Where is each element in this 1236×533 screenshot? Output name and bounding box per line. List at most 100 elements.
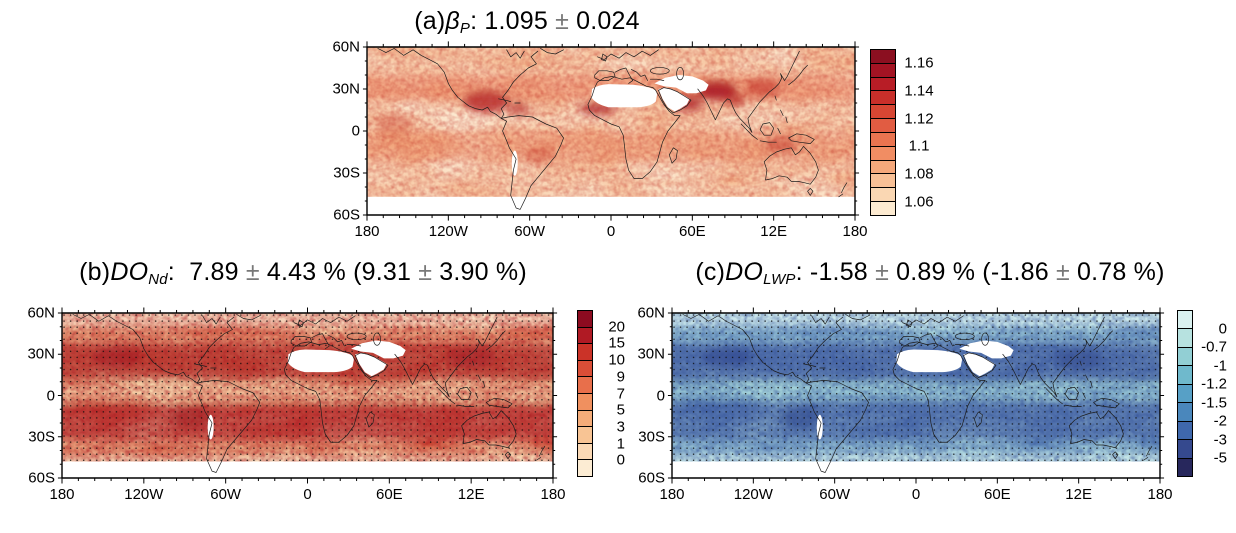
- lon-tick-label: 180: [659, 486, 685, 503]
- title-segment: 0.78 %): [1069, 258, 1165, 286]
- colorbar-segment: [871, 118, 895, 132]
- title-segment: : 7.89: [167, 258, 246, 286]
- colorbar-segment: [871, 201, 895, 215]
- colorbar-segment: [578, 409, 592, 427]
- panel-title: (c)DOLWP: -1.58 ± 0.89 % (-1.86 ± 0.78 %…: [695, 258, 1164, 288]
- lat-tick-label: 30S: [638, 428, 665, 446]
- colorbar-segment: [871, 62, 895, 77]
- lat-labels: 60N 30N 0 30S 60S: [610, 306, 665, 486]
- colorbar-labels: 0 -0.7 -1 -1.2 -1.5 -2 -3 -5: [1197, 310, 1227, 477]
- colorbar-segment: [871, 145, 895, 160]
- title-segment: Nd: [148, 271, 168, 288]
- lon-labels: 180 120W 60W 0 60E 12E 180: [49, 486, 565, 503]
- colorbar-labels: 20 15 10 9 7 5 3 1 0: [597, 310, 625, 477]
- colorbar-tick-label: -3: [1213, 431, 1227, 449]
- title-segment: 0.89 % (-1.86: [888, 258, 1056, 286]
- lat-tick-label: 30N: [332, 80, 360, 98]
- lat-tick-label: 60S: [28, 469, 55, 487]
- lat-tick-label: 0: [656, 387, 665, 404]
- colorbar-tick-label: 20: [608, 318, 625, 336]
- colorbar-tick-label: 10: [608, 351, 625, 369]
- lat-tick-label: 60N: [332, 38, 360, 56]
- title-segment: : 1.095: [470, 7, 556, 35]
- colorbar-tick-label: -1: [1213, 357, 1227, 375]
- map-svg-c: [672, 313, 1160, 478]
- lon-tick-label: 12E: [760, 223, 788, 240]
- axis-ticks: [58, 308, 557, 484]
- colorbar-segment: [1178, 328, 1192, 347]
- colorbar-tick-label: -1.2: [1201, 375, 1227, 393]
- title-segment: DO: [110, 258, 149, 286]
- lat-tick-label: 30N: [27, 345, 55, 363]
- colorbar-segment: [578, 376, 592, 393]
- lon-tick-label: 60W: [819, 486, 851, 503]
- colorbar-segment: [578, 326, 592, 344]
- colorbar-segment: [1178, 457, 1192, 476]
- colorbar-tick-label: -1.5: [1201, 394, 1227, 412]
- colorbar-segment: [871, 159, 895, 174]
- colorbar-segment: [871, 131, 895, 146]
- colorbar-tick-label: 1.1: [908, 137, 930, 155]
- colorbar-labels: 1.16 1.14 1.12 1.1 1.08 1.06: [898, 49, 940, 216]
- title-segment: ±: [555, 7, 570, 35]
- lon-tick-label: 0: [303, 486, 312, 503]
- colorbar-tick-label: -5: [1213, 449, 1227, 467]
- lon-tick-label: 60E: [678, 223, 706, 240]
- colorbar: [870, 49, 896, 216]
- colorbar-tick-label: -0.7: [1201, 338, 1227, 356]
- colorbar-segment: [578, 426, 592, 443]
- colorbar-tick-label: 1.06: [904, 193, 934, 211]
- lon-labels: 180 120W 60W 0 60E 12E 180: [354, 223, 867, 240]
- colorbar-segment: [871, 173, 895, 188]
- lon-tick-label: 12E: [1065, 486, 1093, 503]
- colorbar-segment: [871, 187, 895, 202]
- panel-title: (b)DONd: 7.89 ± 4.43 % (9.31 ± 3.90 %): [79, 258, 527, 288]
- lon-tick-label: 0: [911, 486, 921, 503]
- title-segment: (b): [79, 258, 111, 286]
- colorbar-segment: [578, 343, 592, 360]
- map-svg-b: [62, 313, 553, 478]
- colorbar-tick-label: 1.16: [904, 54, 934, 72]
- colorbar-tick-label: 9: [616, 368, 625, 386]
- title-segment: ±: [418, 258, 433, 286]
- lon-tick-label: 60E: [983, 486, 1011, 503]
- colorbar-segment: [578, 442, 592, 460]
- colorbar-tick-label: 1.12: [904, 110, 934, 128]
- lon-tick-label: 180: [540, 486, 566, 503]
- colorbar-tick-label: 15: [608, 334, 625, 352]
- colorbar-tick-label: 1.14: [904, 82, 934, 100]
- title-segment: DO: [725, 258, 764, 286]
- lon-tick-label: 120W: [428, 223, 468, 240]
- lon-tick-label: 60W: [514, 223, 546, 240]
- colorbar-segment: [1178, 311, 1192, 329]
- title-segment: ±: [1055, 258, 1070, 286]
- title-segment: ±: [245, 258, 260, 286]
- colorbar-tick-label: 7: [616, 385, 625, 402]
- title-segment: LWP: [763, 271, 796, 288]
- title-segment: ±: [875, 258, 889, 286]
- colorbar-segment: [871, 50, 895, 63]
- lon-tick-label: 120W: [124, 486, 164, 503]
- colorbar: [1177, 310, 1193, 477]
- colorbar-segment: [871, 90, 895, 105]
- lat-labels: 60N 30N 0 30S 60S: [285, 40, 360, 223]
- map-svg-a: [367, 47, 855, 215]
- lon-tick-label: 180: [1147, 486, 1173, 503]
- lon-tick-label: 60W: [210, 486, 242, 503]
- colorbar-segment: [1178, 383, 1192, 403]
- lat-tick-label: 0: [46, 387, 55, 404]
- colorbar-segment: [1178, 439, 1192, 458]
- lon-labels: 180 120W 60W 0 60E 12E 180: [659, 486, 1172, 503]
- colorbar-segment: [1178, 346, 1192, 366]
- lat-tick-label: 60N: [27, 304, 55, 322]
- map-do-lwp: [672, 313, 1160, 478]
- title-segment: β: [445, 7, 460, 35]
- colorbar-tick-label: 1.08: [904, 165, 934, 183]
- title-segment: (c): [695, 258, 726, 286]
- colorbar-segment: [1178, 365, 1192, 384]
- map-beta-p: [367, 47, 855, 215]
- lon-tick-label: 180: [354, 223, 380, 240]
- lat-tick-label: 60N: [637, 304, 665, 322]
- lon-tick-label: 12E: [457, 486, 485, 503]
